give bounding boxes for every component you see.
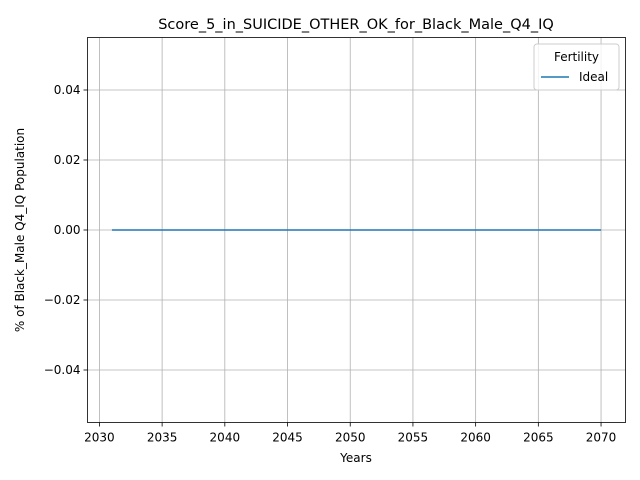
legend-title: Fertility — [554, 50, 599, 64]
x-axis-label: Years — [339, 451, 372, 465]
x-tick-label: 2050 — [335, 431, 366, 445]
legend-box — [533, 43, 620, 91]
y-tick-label: −0.04 — [44, 363, 81, 377]
chart-title: Score_5_in_SUICIDE_OTHER_OK_for_Black_Ma… — [158, 17, 554, 33]
legend-label-ideal: Ideal — [579, 70, 608, 84]
y-tick-label: 0.04 — [54, 83, 81, 97]
legend: Fertility Ideal — [533, 43, 620, 91]
x-axis-ticks: 2030 2035 2040 2045 2050 2055 2060 2065 2070 — [84, 422, 617, 445]
y-tick-label: 0.00 — [54, 223, 81, 237]
x-tick-label: 2035 — [147, 431, 178, 445]
y-axis-ticks: −0.04 −0.02 0.00 0.02 0.04 — [44, 83, 88, 377]
y-tick-label: −0.02 — [44, 293, 81, 307]
x-tick-label: 2040 — [210, 431, 241, 445]
x-tick-label: 2070 — [586, 431, 617, 445]
x-tick-label: 2030 — [84, 431, 115, 445]
x-tick-label: 2045 — [272, 431, 303, 445]
x-tick-label: 2060 — [460, 431, 491, 445]
y-axis-label: % of Black_Male Q4_IQ Population — [13, 128, 27, 332]
x-tick-label: 2065 — [523, 431, 554, 445]
x-tick-label: 2055 — [398, 431, 429, 445]
y-tick-label: 0.02 — [54, 153, 81, 167]
